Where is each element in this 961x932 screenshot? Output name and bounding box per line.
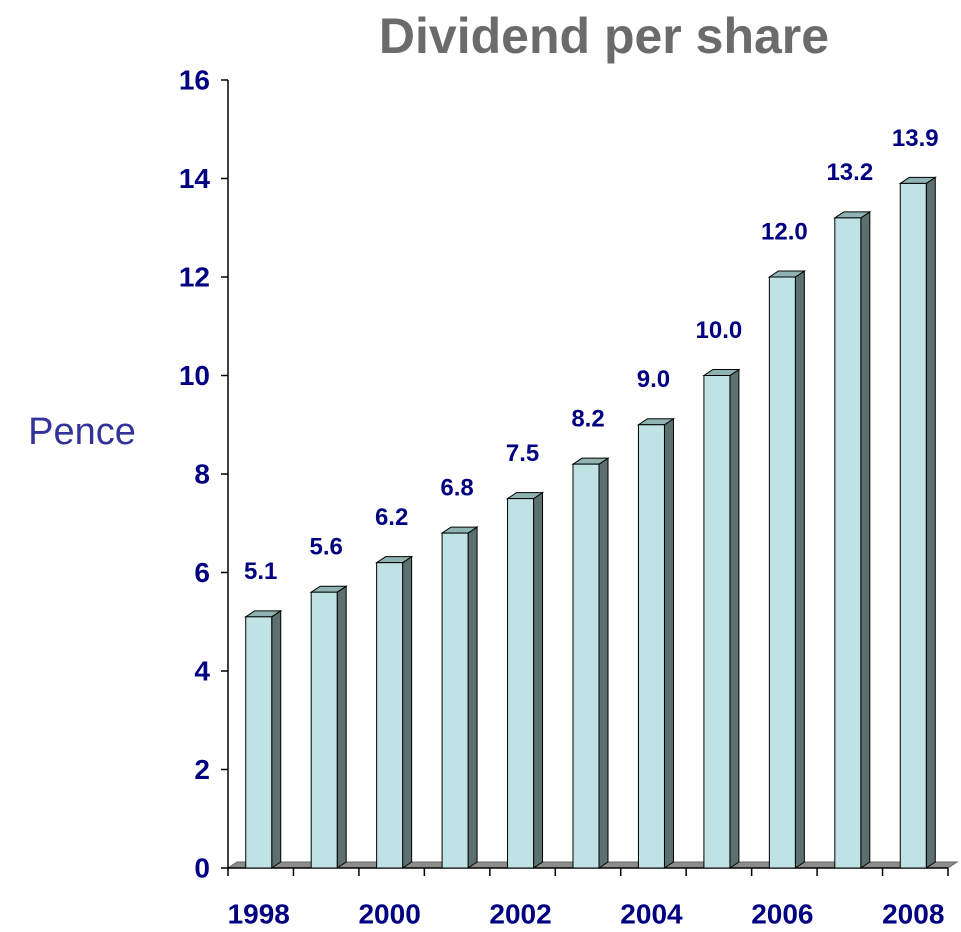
bar-side	[467, 526, 478, 869]
y-tick-label: 16	[179, 64, 210, 95]
bar	[702, 368, 741, 869]
bar-side	[271, 609, 282, 869]
bar-side	[729, 368, 740, 869]
bar-front	[834, 217, 862, 869]
value-label: 8.2	[571, 405, 604, 432]
x-tick-label: 2008	[882, 898, 944, 929]
value-label: 6.2	[375, 504, 408, 531]
value-label: 5.1	[244, 558, 277, 585]
y-tick-label: 0	[194, 852, 210, 883]
value-label: 9.0	[637, 366, 670, 393]
x-tick-label: 2004	[620, 898, 683, 929]
bar-front	[637, 424, 665, 869]
bar-front	[376, 562, 404, 869]
x-tick-label: 2006	[751, 898, 813, 929]
chart-title: Dividend per share	[379, 8, 829, 64]
y-tick-label: 8	[194, 458, 210, 489]
bar	[440, 526, 479, 869]
bar-side	[533, 491, 544, 869]
bar-side	[860, 210, 871, 869]
value-label: 13.9	[892, 125, 939, 152]
bar	[833, 210, 872, 869]
bar-side	[336, 585, 347, 869]
bar-front	[768, 276, 796, 869]
y-tick-label: 14	[179, 163, 211, 194]
bar	[767, 270, 807, 869]
y-tick-label: 2	[194, 754, 210, 785]
value-label: 7.5	[506, 440, 539, 467]
x-tick-label: 2000	[358, 898, 420, 929]
bar-side	[663, 417, 674, 869]
bar	[571, 457, 610, 869]
bar-side	[925, 176, 936, 869]
y-tick-label: 6	[194, 557, 210, 588]
value-label: 5.6	[309, 534, 342, 561]
bar-side	[598, 457, 609, 869]
value-label: 12.0	[761, 218, 808, 245]
bar-side	[402, 555, 413, 869]
bar-front	[245, 616, 273, 869]
bar-front	[310, 591, 338, 869]
y-tick-label: 4	[194, 655, 210, 686]
bar-front	[572, 463, 600, 869]
value-label: 13.2	[826, 159, 873, 186]
bar	[898, 176, 937, 869]
bar	[309, 585, 348, 869]
value-label: 10.0	[696, 317, 743, 344]
bar-front	[703, 375, 731, 869]
bar	[505, 491, 545, 869]
x-tick-label: 1998	[228, 898, 290, 929]
bar	[374, 555, 414, 869]
x-tick-label: 2002	[489, 898, 551, 929]
bar-front	[441, 532, 469, 869]
bar-side	[794, 270, 805, 869]
y-tick-label: 10	[179, 360, 210, 391]
bar-front	[899, 182, 927, 869]
bar	[244, 609, 283, 869]
y-axis-label: Pence	[28, 411, 136, 453]
bar	[636, 417, 676, 869]
y-tick-label: 12	[179, 261, 210, 292]
bar-front	[507, 498, 535, 869]
value-label: 6.8	[440, 474, 473, 501]
